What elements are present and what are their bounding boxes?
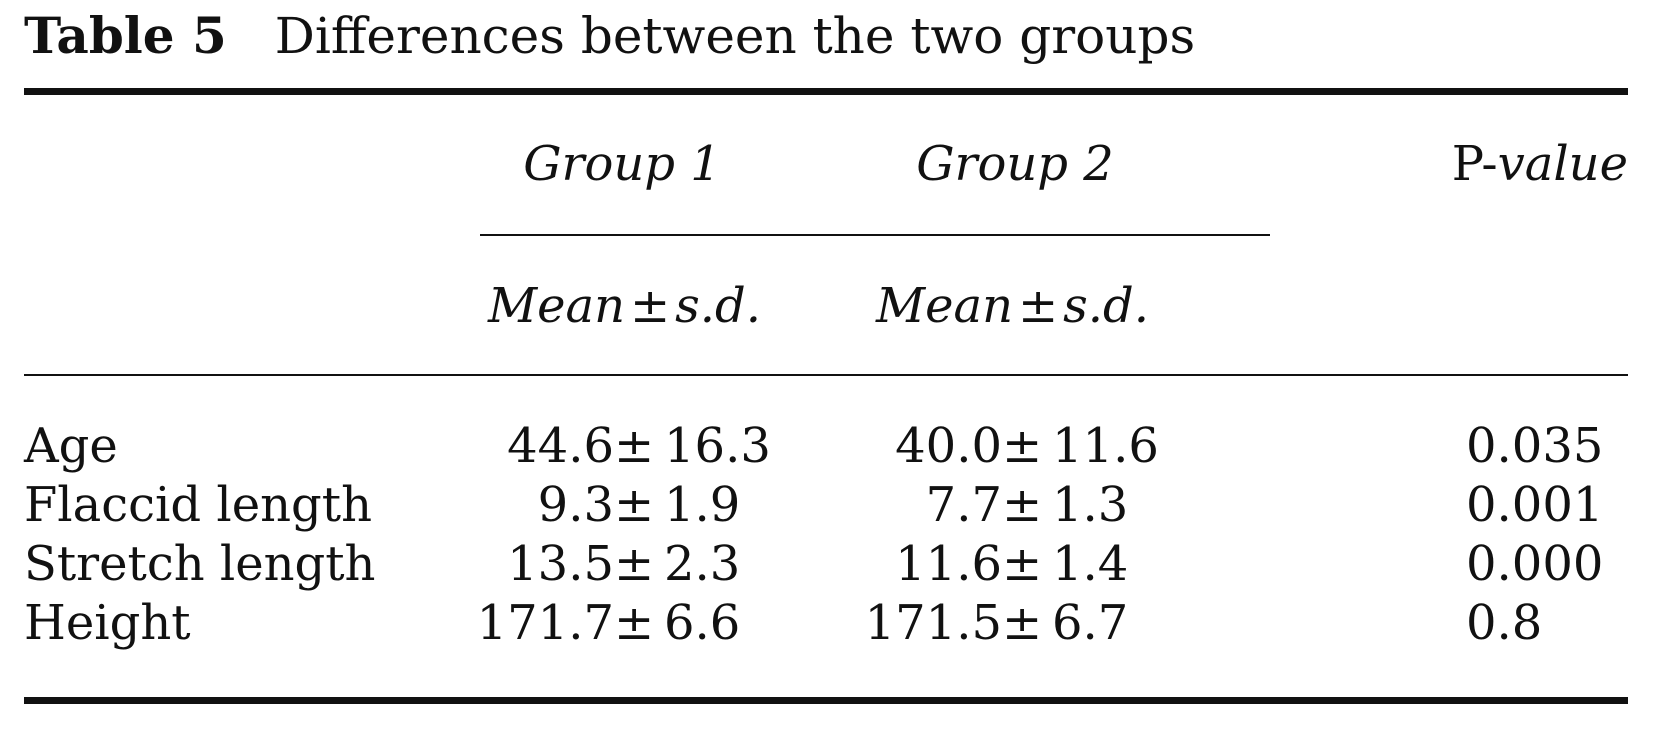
plus-minus-symbol: ± (629, 278, 671, 334)
subheader-group-1: Mean ± s.d. (488, 276, 761, 336)
table-title: Differences between the two groups (274, 7, 1196, 65)
g1-sd-stretch: 2.3 (664, 536, 741, 592)
g2-pm-height: ± (1002, 595, 1043, 651)
g2-sd-stretch: 1.4 (1052, 536, 1129, 592)
g1-mean-stretch: 13.5 (507, 536, 614, 592)
g2-sd-height: 6.7 (1052, 595, 1129, 651)
p-value-height: 0.8 (1466, 595, 1543, 651)
p-value-stretch: 0.000 (1466, 536, 1604, 592)
row-label-flaccid-length: Flaccid length (24, 477, 372, 533)
g2-pm-age: ± (1002, 418, 1043, 474)
g2-sd-flaccid: 1.3 (1052, 477, 1129, 533)
table-label: Table 5 (24, 6, 227, 65)
subheader-sd: s.d. (1063, 278, 1149, 334)
g1-pm-height: ± (614, 595, 655, 651)
g1-sd-height: 6.6 (664, 595, 741, 651)
g1-mean-age: 44.6 (507, 418, 614, 474)
g2-mean-age: 40.0 (895, 418, 1002, 474)
header-group-1: Group 1 (523, 136, 721, 192)
g2-mean-flaccid: 7.7 (925, 477, 1002, 533)
subheader-mean: Mean (876, 278, 1014, 334)
p-value-word: value (1497, 136, 1628, 192)
p-value-flaccid: 0.001 (1466, 477, 1604, 533)
p-value-prefix: P- (1451, 136, 1498, 192)
header-rule (24, 374, 1628, 376)
g1-mean-height: 171.7 (476, 595, 614, 651)
g2-pm-flaccid: ± (1002, 477, 1043, 533)
subheader-mean: Mean (488, 278, 626, 334)
g1-sd-age: 16.3 (664, 418, 771, 474)
g1-sd-flaccid: 1.9 (664, 477, 741, 533)
header-group-2: Group 2 (916, 136, 1114, 192)
g1-pm-age: ± (614, 418, 655, 474)
g1-mean-flaccid: 9.3 (537, 477, 614, 533)
g2-mean-stretch: 11.6 (895, 536, 1002, 592)
g1-pm-stretch: ± (614, 536, 655, 592)
header-p-value: P-value (1452, 134, 1628, 194)
bottom-rule (24, 697, 1628, 704)
row-label-age: Age (24, 418, 118, 474)
plus-minus-symbol: ± (1017, 278, 1059, 334)
row-label-stretch-length: Stretch length (24, 536, 376, 592)
subheader-sd: s.d. (675, 278, 761, 334)
g2-mean-height: 171.5 (864, 595, 1002, 651)
g2-pm-stretch: ± (1002, 536, 1043, 592)
p-value-age: 0.035 (1466, 418, 1604, 474)
table-caption: Table 5 Differences between the two group… (24, 4, 1195, 68)
g2-sd-age: 11.6 (1052, 418, 1159, 474)
row-label-height: Height (24, 595, 191, 651)
g1-pm-flaccid: ± (614, 477, 655, 533)
subheader-group-2: Mean ± s.d. (876, 276, 1149, 336)
top-rule (24, 88, 1628, 95)
group-spanner-rule (480, 234, 1270, 236)
